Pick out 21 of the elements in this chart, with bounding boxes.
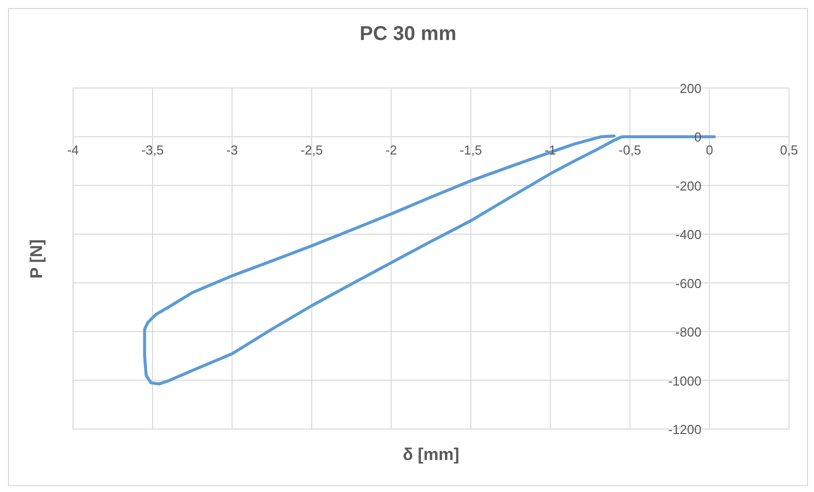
y-tick-label: -1200 bbox=[668, 422, 702, 437]
x-tick-label: -3 bbox=[226, 142, 238, 158]
x-tick-label: -4 bbox=[67, 142, 79, 158]
y-tick-label: 0 bbox=[694, 130, 702, 145]
y-tick-label: -400 bbox=[675, 227, 702, 242]
y-tick-label: -200 bbox=[675, 178, 702, 194]
chart-title: PC 30 mm bbox=[358, 23, 458, 46]
x-tick-label: -2 bbox=[385, 142, 398, 158]
x-tick-label: -3,5 bbox=[141, 142, 164, 158]
y-tick-label: -1000 bbox=[668, 373, 702, 388]
x-tick-label: -2,5 bbox=[300, 142, 323, 158]
x-axis-title: δ [mm] bbox=[402, 445, 460, 465]
y-tick-label: -800 bbox=[675, 324, 702, 340]
line-series bbox=[143, 134, 716, 386]
x-tick-label: -1,5 bbox=[460, 142, 482, 158]
y-tick-label: 200 bbox=[680, 81, 702, 96]
y-tick-label: -600 bbox=[675, 276, 702, 291]
x-tick-label: -0,5 bbox=[618, 142, 642, 158]
x-tick-label: 0,5 bbox=[780, 142, 798, 158]
y-axis-title: P [N] bbox=[27, 238, 47, 278]
x-tick-label: 0 bbox=[706, 142, 714, 158]
